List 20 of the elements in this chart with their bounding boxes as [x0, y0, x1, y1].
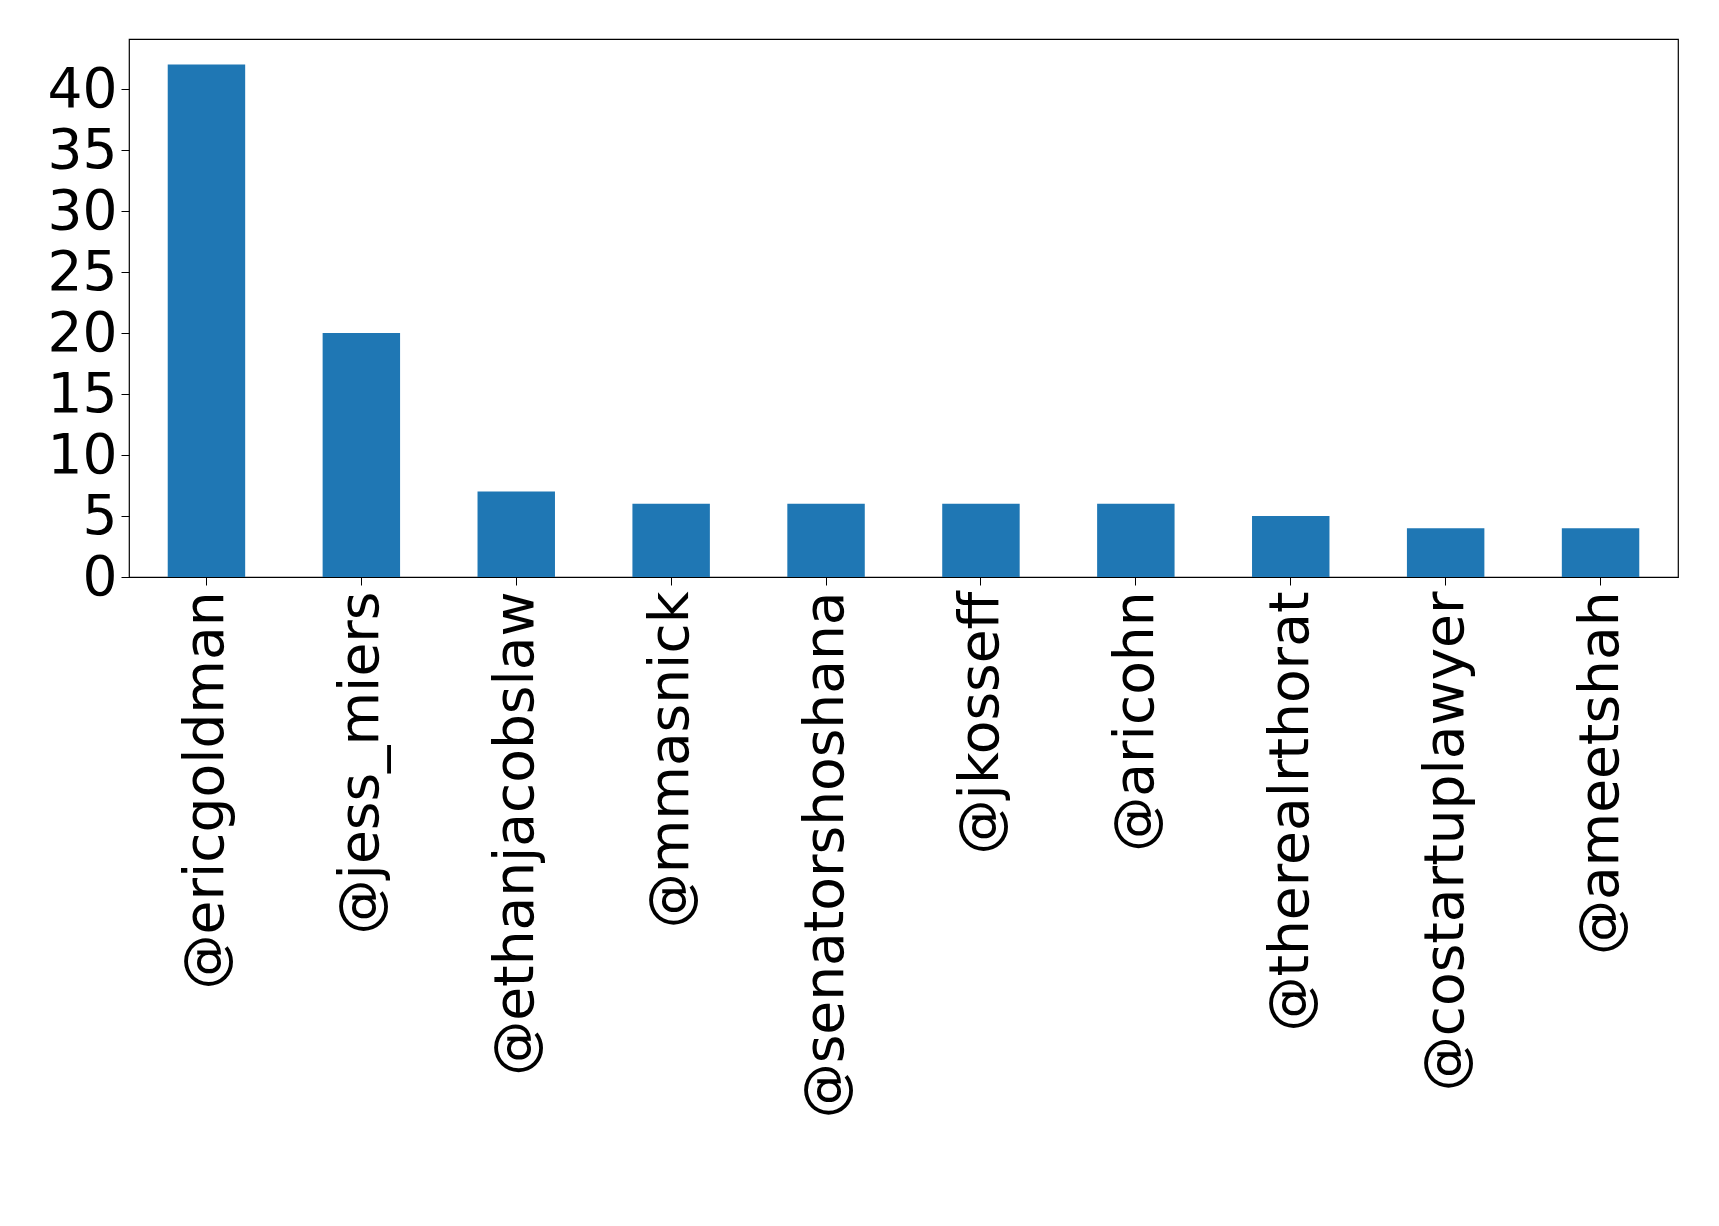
- bar: [1561, 528, 1640, 577]
- bar: [1252, 516, 1330, 577]
- x-tick-label: @therealrthorat: [1256, 591, 1321, 1032]
- bar: [787, 503, 865, 577]
- x-tick-label: @jess_miers: [327, 591, 392, 935]
- x-tick-label: @jkosseff: [946, 590, 1011, 855]
- x-tick-label: @ethanjacobslaw: [482, 591, 547, 1076]
- bar: [322, 333, 401, 577]
- x-tick-label: @mmasnick: [637, 591, 702, 929]
- x-tick-label: @costartuplawyer: [1411, 591, 1476, 1092]
- x-tick-label: @senatorshoshana: [792, 591, 857, 1119]
- x-tick-label: @aricohn: [1101, 591, 1166, 852]
- bar: [1406, 528, 1485, 577]
- x-tick-label: @ericgoldman: [172, 591, 237, 990]
- bar: [477, 491, 555, 577]
- bar: [942, 503, 1020, 577]
- bar: [167, 64, 246, 577]
- bar: [632, 503, 710, 577]
- bar: [1097, 503, 1175, 577]
- x-tick-label: @ameetshah: [1566, 591, 1631, 956]
